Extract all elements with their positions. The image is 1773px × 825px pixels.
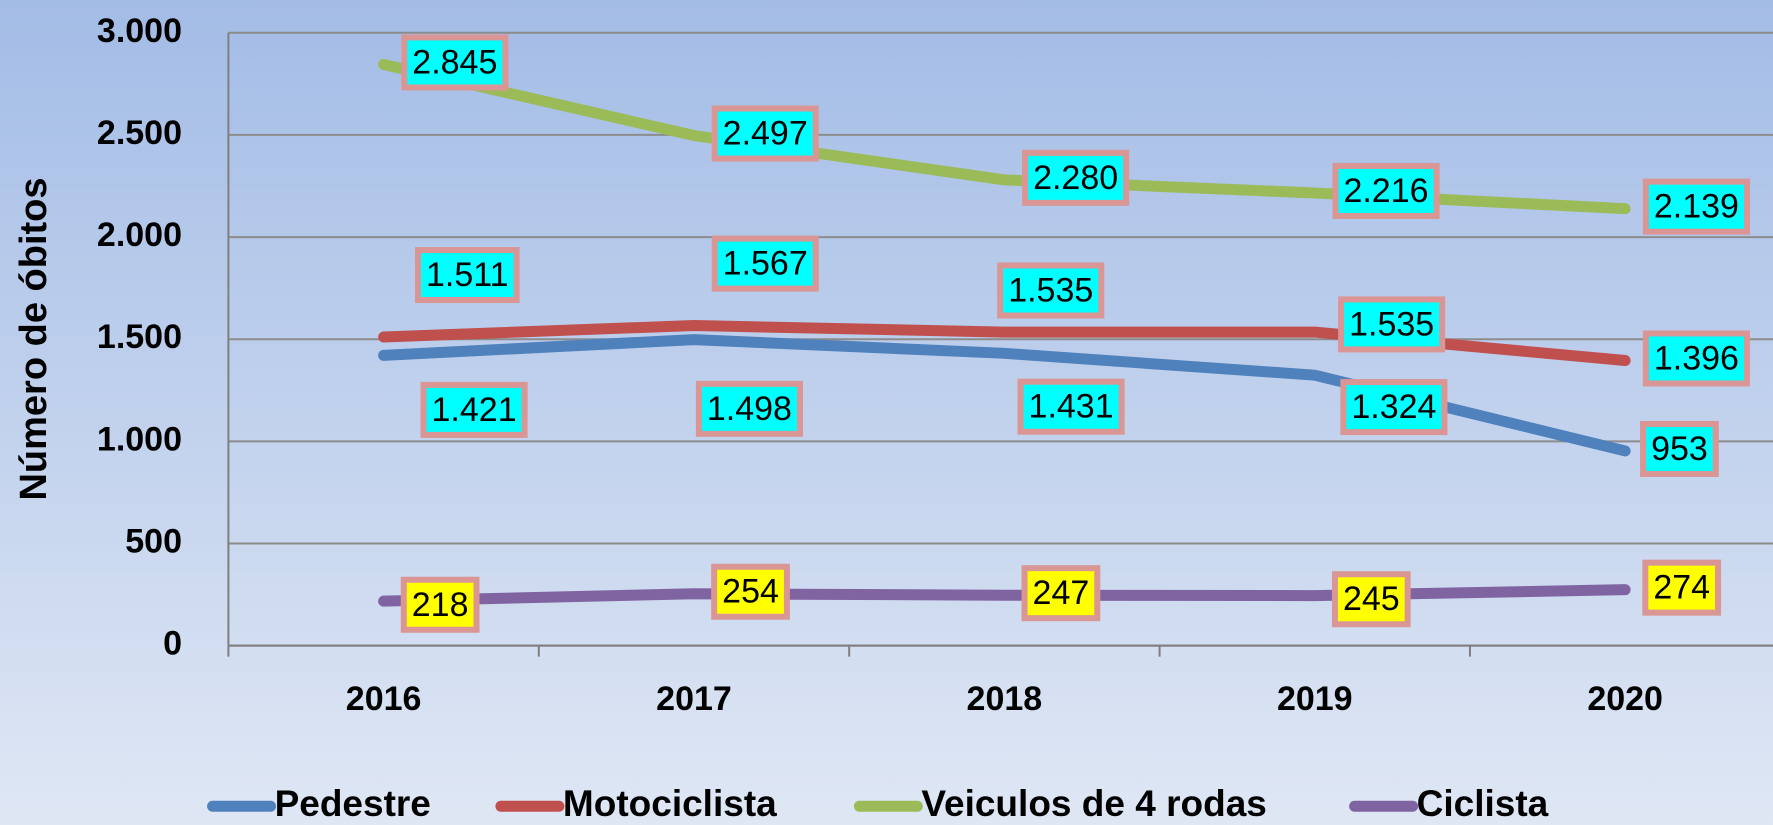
data-label-box <box>420 381 528 438</box>
data-label-box <box>997 262 1105 319</box>
data-label-text: 247 <box>1033 574 1090 612</box>
y-tick-label: 3.000 <box>97 12 182 50</box>
data-label-box <box>1332 162 1440 219</box>
y-tick-label: 0 <box>163 625 182 663</box>
data-label-text: 1.567 <box>723 245 808 283</box>
data-label-text: 1.535 <box>1349 305 1434 343</box>
data-label-box <box>1331 571 1411 628</box>
data-label-text: 1.324 <box>1351 388 1436 426</box>
x-tick-label: 2016 <box>346 680 422 718</box>
data-label-box <box>401 34 509 91</box>
data-label: 1.567 <box>711 235 819 292</box>
data-label-box <box>711 563 790 620</box>
x-tick-label: 2019 <box>1277 680 1353 718</box>
data-label-box <box>1022 149 1130 206</box>
data-label-box <box>1642 559 1722 616</box>
data-label-box <box>1642 330 1750 387</box>
legend-label: Pedestre <box>275 783 431 824</box>
legend-label: Motociclista <box>563 783 777 824</box>
data-label-text: 2.497 <box>723 115 808 153</box>
data-label-text: 254 <box>722 573 779 611</box>
data-label: 2.497 <box>711 105 819 162</box>
data-label-box <box>1338 296 1446 353</box>
data-label: 1.511 <box>414 247 520 304</box>
data-label: 254 <box>711 563 790 620</box>
data-label: 1.431 <box>1017 378 1125 435</box>
series-line <box>378 584 1631 607</box>
data-label: 218 <box>400 576 480 633</box>
data-label: 953 <box>1640 420 1719 477</box>
data-label-text: 1.535 <box>1008 271 1093 309</box>
data-label-text: 1.431 <box>1029 388 1114 426</box>
data-label: 2.280 <box>1022 149 1130 206</box>
data-label-box <box>414 247 520 304</box>
y-tick-label: 1.000 <box>97 420 182 458</box>
data-label: 2.845 <box>401 34 509 91</box>
data-label-box <box>1340 379 1448 436</box>
x-tick-label: 2018 <box>967 680 1043 718</box>
data-label-box <box>711 235 819 292</box>
data-label: 1.535 <box>997 262 1105 319</box>
data-label: 2.216 <box>1332 162 1440 219</box>
data-label: 2.139 <box>1642 178 1750 235</box>
data-label-box <box>695 380 803 437</box>
data-label-box <box>1017 378 1125 435</box>
x-tick-label: 2017 <box>656 680 732 718</box>
data-label: 247 <box>1021 565 1101 622</box>
data-label-text: 2.280 <box>1033 159 1118 197</box>
data-label-text: 1.396 <box>1654 339 1739 377</box>
data-label-text: 274 <box>1653 569 1710 607</box>
legend-label: Ciclista <box>1417 783 1549 824</box>
data-label-text: 953 <box>1651 430 1708 468</box>
y-axis-title: Número de óbitos <box>13 177 55 500</box>
data-label-box <box>1640 420 1719 477</box>
data-label-text: 2.216 <box>1343 172 1428 210</box>
data-label: 1.535 <box>1338 296 1446 353</box>
data-label-text: 218 <box>412 586 469 624</box>
data-label: 245 <box>1331 571 1411 628</box>
data-label: 1.421 <box>420 381 528 438</box>
data-label-box <box>1642 178 1750 235</box>
y-tick-label: 2.000 <box>97 216 182 254</box>
data-label-text: 245 <box>1343 580 1400 618</box>
data-label-box <box>711 105 819 162</box>
data-label: 1.324 <box>1340 379 1448 436</box>
data-label-box <box>400 576 480 633</box>
y-tick-label: 2.500 <box>97 114 182 152</box>
x-tick-label: 2020 <box>1587 680 1663 718</box>
data-label: 1.396 <box>1642 330 1750 387</box>
legend-label: Veiculos de 4 rodas <box>921 783 1266 824</box>
data-label: 274 <box>1642 559 1722 616</box>
y-tick-label: 500 <box>125 522 182 560</box>
data-label-text: 1.421 <box>432 391 517 429</box>
data-label-text: 2.845 <box>412 43 497 81</box>
data-label-box <box>1021 565 1101 622</box>
data-label-text: 1.498 <box>707 390 792 428</box>
data-label-text: 1.511 <box>426 256 509 294</box>
y-tick-label: 1.500 <box>97 318 182 356</box>
data-label-text: 2.139 <box>1654 188 1739 226</box>
data-label: 1.498 <box>695 380 803 437</box>
